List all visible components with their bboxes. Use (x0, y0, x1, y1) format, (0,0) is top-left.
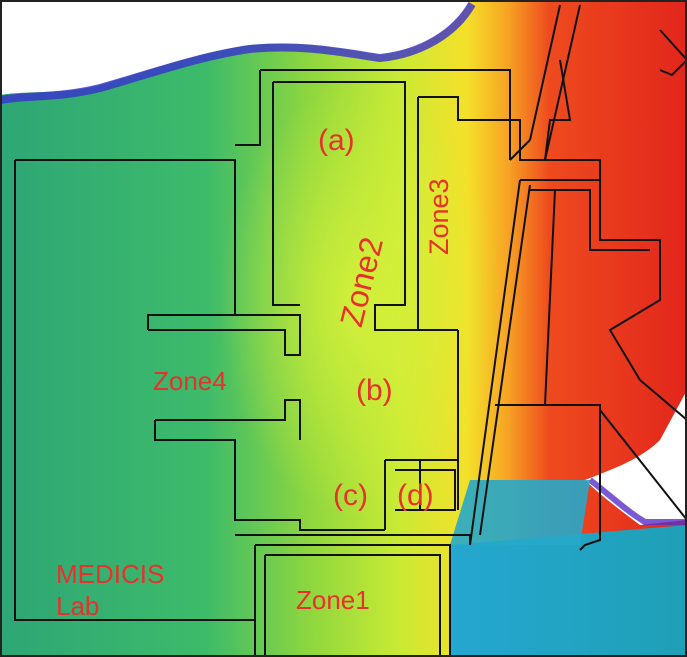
zone-label-zone3: Zone3 (424, 178, 454, 255)
zone-label-zone1: Zone1 (296, 585, 370, 615)
uncovered-area-right (585, 390, 687, 525)
lab-label: MEDICIS Lab (56, 558, 164, 622)
coverage-edge-right (588, 477, 687, 525)
lab-label-line1: MEDICIS (56, 559, 165, 589)
uncovered-area-top (0, 0, 470, 95)
coverage-peak (220, 80, 500, 520)
room-label-b: (b) (356, 374, 393, 407)
room-label-a: (a) (318, 124, 355, 157)
room-label-c: (c) (333, 479, 368, 512)
lab-label-line2: Lab (56, 591, 100, 621)
building-walls (14, 4, 687, 657)
coverage-edge-top (0, 1, 476, 104)
coverage-low-bottom-right (450, 525, 687, 657)
zone-label-zone4: Zone4 (153, 366, 227, 396)
room-label-d: (d) (397, 479, 434, 512)
